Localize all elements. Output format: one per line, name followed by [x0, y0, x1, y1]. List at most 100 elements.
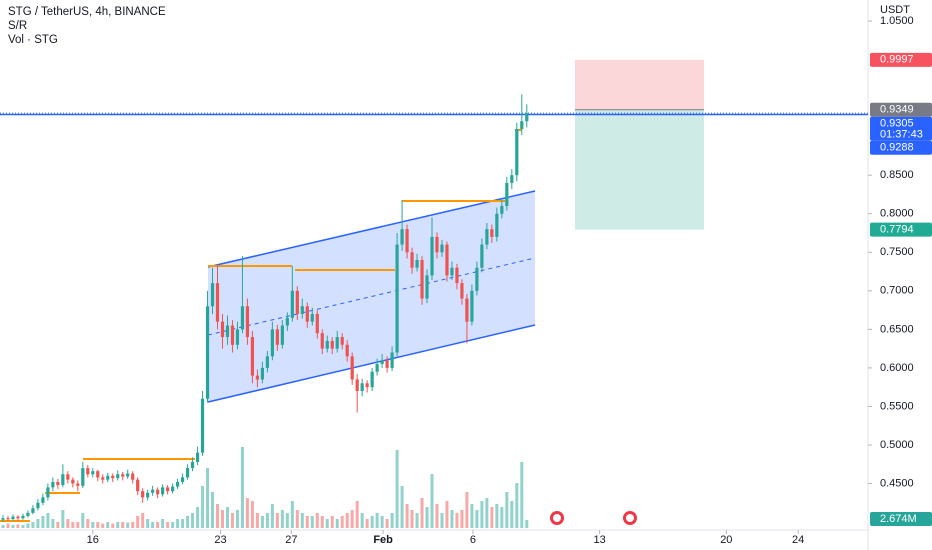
volume-label-bg: [870, 512, 932, 526]
candle-body: [86, 468, 90, 475]
event-icon-inner: [626, 514, 634, 522]
candle-body: [126, 473, 130, 477]
volume-bar: [375, 513, 379, 528]
volume-bar: [470, 504, 474, 528]
volume-bar: [156, 522, 160, 528]
volume-bar: [315, 513, 319, 528]
volume-bar: [81, 513, 85, 528]
candle-body: [106, 475, 110, 480]
candle-body: [116, 474, 120, 479]
y-tick-label: 0.7000: [880, 285, 914, 297]
candle-body: [205, 306, 210, 399]
volume-bar: [16, 524, 20, 528]
volume-bar: [320, 516, 324, 528]
volume-bar: [400, 486, 404, 528]
axis-unit: USDT: [880, 4, 910, 16]
candle-body: [260, 367, 264, 380]
channel-lower: [207, 324, 536, 403]
candle-body: [415, 259, 419, 268]
y-tick-label: 0.8500: [880, 169, 914, 181]
volume-bar: [455, 513, 459, 528]
channel-upper: [207, 190, 536, 268]
candle-body: [430, 236, 434, 276]
candle-body: [330, 340, 334, 349]
candle-body: [76, 483, 80, 486]
volume-bar: [275, 513, 279, 528]
price-label: 0.9288: [880, 142, 914, 154]
volume-bar: [345, 513, 349, 528]
volume-bar: [340, 516, 344, 528]
candle-body: [225, 325, 230, 338]
candle-body: [161, 487, 165, 495]
volume-bar: [126, 522, 130, 528]
volume-bar: [510, 501, 514, 528]
volume-bar: [280, 510, 284, 528]
volume-bar: [56, 522, 60, 528]
volume-bar: [230, 513, 234, 528]
volume-bar: [500, 507, 504, 528]
candle-body: [91, 471, 95, 475]
volume-bar: [305, 516, 309, 528]
candle-body: [6, 518, 10, 520]
candle-body: [360, 383, 364, 392]
candle-body: [475, 267, 479, 291]
candle-body: [390, 352, 394, 368]
candle-body: [315, 313, 319, 334]
price-countdown: 01:37:43: [880, 129, 923, 141]
volume-bar: [425, 507, 429, 528]
volume-bar: [295, 510, 299, 528]
candle-body: [335, 337, 339, 349]
candle-body: [16, 516, 20, 519]
volume-bar: [71, 522, 75, 528]
candle-body: [121, 474, 125, 477]
x-tick-label: 6: [470, 534, 476, 546]
candle-body: [370, 371, 374, 388]
candle-body: [36, 502, 40, 509]
volume-bar: [495, 504, 499, 528]
candle-body: [510, 175, 514, 183]
volume-bar: [46, 513, 50, 528]
volume-bar: [245, 498, 249, 528]
candle-body: [111, 475, 115, 479]
candle-body: [101, 477, 105, 480]
candle-body: [11, 516, 15, 519]
volume-bar: [96, 522, 100, 528]
candle-body: [220, 321, 225, 338]
candle-body: [455, 267, 459, 284]
volume-bar: [325, 519, 329, 528]
candle-body: [355, 379, 359, 392]
candle-body: [320, 333, 324, 349]
candle-body: [345, 344, 349, 357]
volume-bar: [146, 519, 150, 528]
candle-body: [485, 229, 489, 245]
volume-bar: [131, 522, 135, 528]
candle-body: [56, 481, 60, 486]
volume-bar: [475, 510, 479, 528]
y-tick-label: 1.0500: [880, 15, 914, 27]
volume-bar: [520, 462, 524, 528]
volume-bar: [91, 522, 95, 528]
plot-area: [0, 129, 536, 522]
volume-bar: [21, 525, 25, 528]
candle-body: [480, 244, 484, 268]
volume-bar: [250, 501, 254, 528]
volume-bar: [41, 516, 45, 528]
volume-bar: [385, 519, 389, 528]
price-label-bg: [870, 222, 932, 237]
candle-body: [151, 489, 155, 493]
candle-body: [210, 283, 215, 307]
legend-indicator: S/R: [8, 20, 27, 32]
volume-bar: [161, 519, 165, 528]
price-label-bg: [870, 140, 932, 155]
candle-body: [380, 360, 384, 365]
candle-body: [46, 487, 50, 498]
volume-bar: [235, 510, 239, 528]
candle-body: [166, 487, 170, 492]
volume-bar: [106, 522, 110, 528]
candle-body: [450, 267, 454, 276]
price-label: 0.7794: [880, 224, 914, 236]
candle-body: [230, 325, 235, 345]
volume-bar: [225, 507, 229, 528]
x-tick-label: 20: [720, 534, 732, 546]
